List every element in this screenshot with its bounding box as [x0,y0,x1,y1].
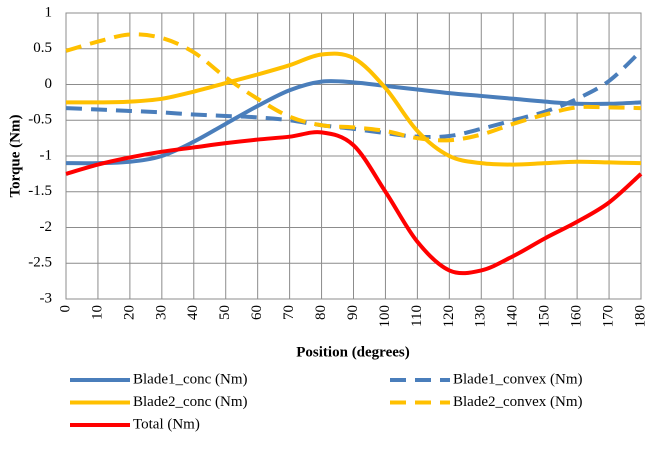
series-line [65,32,642,143]
y-tick-label: -1.5 [28,183,52,199]
legend-label: Blade2_conc (Nm) [133,394,248,410]
series-line [65,130,643,276]
x-tick-label: 120 [441,305,457,328]
y-tick-label: 0.5 [33,40,52,56]
y-tick-label: -2.5 [28,255,52,271]
x-tick-label: 130 [473,305,489,328]
x-tick-label: 70 [281,305,297,320]
x-tick-label: 170 [600,305,616,328]
x-tick-label: 160 [569,305,585,328]
x-tick-label: 50 [217,305,233,320]
series-line [65,51,642,167]
x-tick-label: 30 [153,305,169,320]
x-tick-label: 150 [537,305,553,328]
y-tick-label: -3 [40,290,53,306]
y-axis-title: Torque (Nm) [7,115,23,198]
plot-border [65,12,642,300]
x-tick-label: 20 [121,305,137,320]
x-tick-label: 10 [89,305,105,320]
x-tick-label: 40 [185,305,201,320]
legend-label: Blade1_conc (Nm) [133,371,248,387]
legend-label: Total (Nm) [133,416,200,432]
x-tick-label: 100 [377,305,393,328]
x-tick-label: 180 [632,305,648,328]
legend-label: Blade1_convex (Nm) [453,371,583,387]
y-tick-label: -0.5 [28,112,52,128]
y-tick-label: -1 [40,147,53,163]
x-tick-label: 110 [409,305,425,327]
legend-label: Blade2_convex (Nm) [453,394,583,410]
series-line [65,79,642,166]
x-axis-title: Position (degrees) [296,344,409,360]
y-tick-label: -2 [40,219,53,235]
x-tick-label: 90 [345,305,361,320]
y-tick-label: 1 [45,4,53,20]
x-tick-label: 60 [249,305,265,320]
x-tick-label: 80 [313,305,329,320]
y-tick-label: 0 [45,76,53,92]
x-tick-label: 140 [505,305,521,328]
x-tick-label: 0 [57,305,73,313]
